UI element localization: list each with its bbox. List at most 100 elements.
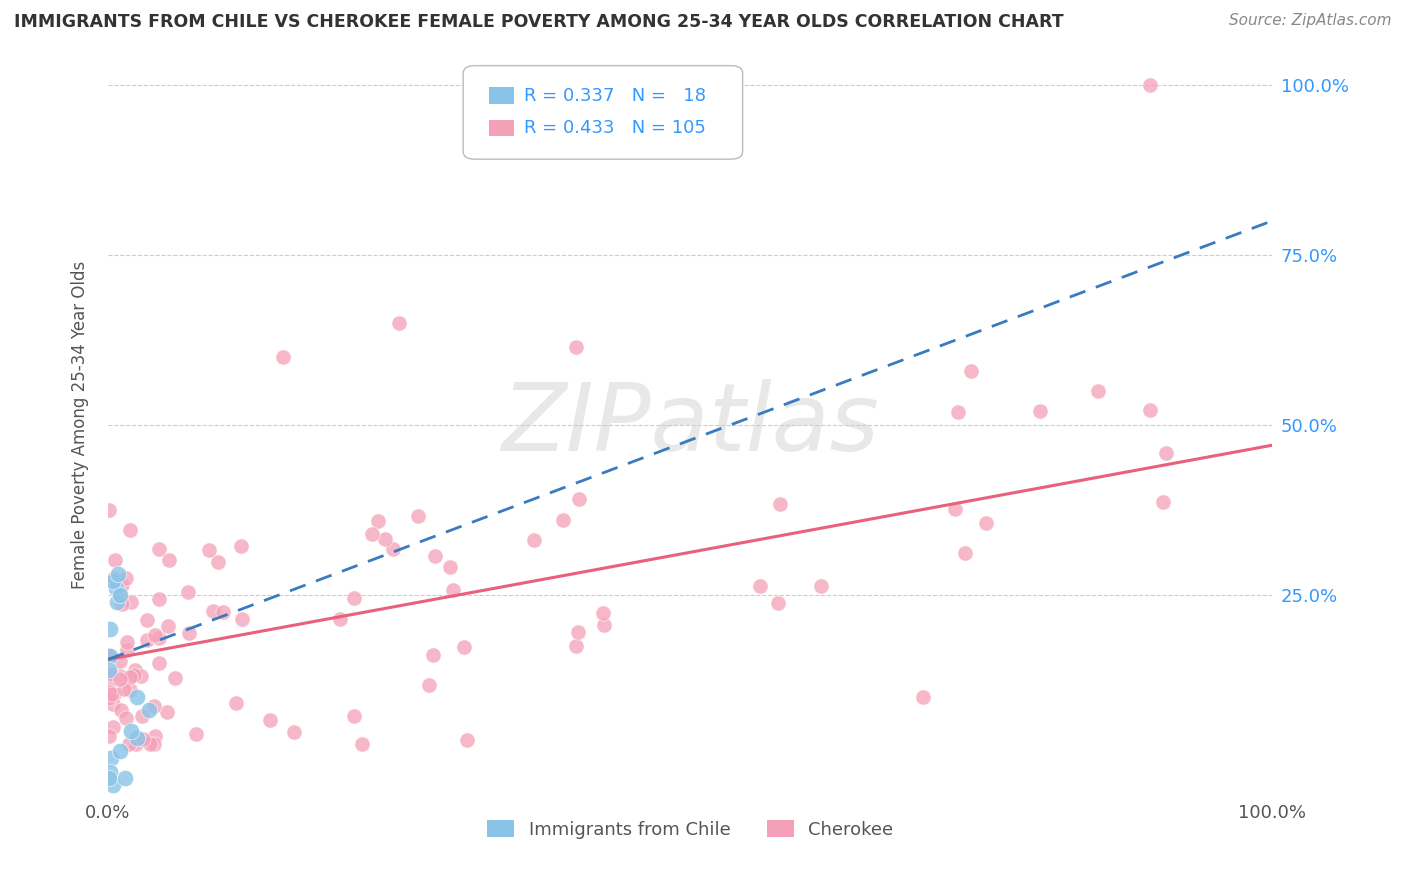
Point <box>1154 445 1177 459</box>
Point <box>177 625 200 640</box>
Point <box>98 648 121 663</box>
Point <box>98 622 121 636</box>
Text: IMMIGRANTS FROM CHILE VS CHEROKEE FEMALE POVERTY AMONG 25-34 YEAR OLDS CORRELATI: IMMIGRANTS FROM CHILE VS CHEROKEE FEMALE… <box>14 13 1064 31</box>
Point <box>768 596 790 610</box>
Point <box>1139 78 1161 92</box>
Point <box>1139 402 1161 417</box>
Point <box>98 648 121 662</box>
Point <box>98 663 121 677</box>
Point <box>98 502 121 516</box>
Point <box>101 698 124 712</box>
Point <box>108 744 131 758</box>
Point <box>138 703 160 717</box>
Point <box>453 640 475 654</box>
Text: R = 0.433   N = 105: R = 0.433 N = 105 <box>523 119 706 136</box>
Point <box>259 713 281 727</box>
Point <box>211 605 233 619</box>
Point <box>98 691 121 706</box>
Point <box>592 606 614 620</box>
Point <box>1087 384 1109 398</box>
Point <box>943 502 966 516</box>
Point <box>103 571 125 585</box>
Point <box>110 703 132 717</box>
FancyBboxPatch shape <box>463 66 742 159</box>
Point <box>107 587 129 601</box>
Point <box>111 578 134 592</box>
Point <box>139 738 162 752</box>
Point <box>953 546 976 560</box>
Point <box>201 604 224 618</box>
Point <box>120 595 142 609</box>
Point <box>101 687 124 701</box>
Point <box>108 654 131 668</box>
Point <box>122 668 145 682</box>
Bar <box>489 87 515 103</box>
Point <box>145 628 167 642</box>
Point <box>422 648 444 662</box>
Point <box>418 678 440 692</box>
Point <box>112 682 135 697</box>
Point <box>143 738 166 752</box>
Point <box>352 738 374 752</box>
Point <box>108 588 131 602</box>
Point <box>329 612 352 626</box>
Point <box>124 664 146 678</box>
Point <box>388 316 411 330</box>
Point <box>382 542 405 557</box>
Point <box>749 579 772 593</box>
Point <box>974 516 997 531</box>
Point <box>283 725 305 739</box>
Point <box>131 709 153 723</box>
Point <box>148 657 170 671</box>
Point <box>593 618 616 632</box>
Point <box>198 542 221 557</box>
Point <box>118 670 141 684</box>
Point <box>110 673 132 687</box>
Point <box>118 738 141 752</box>
Point <box>946 405 969 419</box>
Point <box>98 729 121 743</box>
Text: ZIPatlas: ZIPatlas <box>502 379 879 470</box>
Point <box>98 764 121 779</box>
Point <box>105 581 128 595</box>
Point <box>111 597 134 611</box>
Point <box>156 705 179 719</box>
Point <box>157 552 180 566</box>
Point <box>148 592 170 607</box>
Y-axis label: Female Poverty Among 25-34 Year Olds: Female Poverty Among 25-34 Year Olds <box>72 260 89 589</box>
Point <box>565 341 588 355</box>
Point <box>157 619 180 633</box>
Point <box>1028 404 1050 418</box>
Point <box>565 639 588 653</box>
Point <box>132 731 155 746</box>
Point <box>108 669 131 683</box>
Point <box>163 671 186 685</box>
Point <box>115 571 138 585</box>
Point <box>100 751 122 765</box>
Point <box>912 690 935 704</box>
Point <box>103 688 125 702</box>
Point <box>423 549 446 563</box>
Point <box>343 709 366 723</box>
Point <box>231 612 253 626</box>
Text: R = 0.337   N =   18: R = 0.337 N = 18 <box>523 87 706 104</box>
Point <box>769 497 792 511</box>
Point <box>567 624 589 639</box>
Point <box>127 690 149 704</box>
Point <box>115 711 138 725</box>
Point <box>553 513 575 527</box>
Point <box>101 720 124 734</box>
Point <box>143 699 166 714</box>
Point <box>120 723 142 738</box>
Point <box>135 613 157 627</box>
Point <box>125 738 148 752</box>
Point <box>367 515 389 529</box>
Point <box>120 683 142 698</box>
Point <box>135 632 157 647</box>
Point <box>114 772 136 786</box>
Legend: Immigrants from Chile, Cherokee: Immigrants from Chile, Cherokee <box>479 814 900 846</box>
Point <box>207 555 229 569</box>
Point <box>98 677 121 691</box>
Point <box>271 350 294 364</box>
Point <box>441 583 464 598</box>
